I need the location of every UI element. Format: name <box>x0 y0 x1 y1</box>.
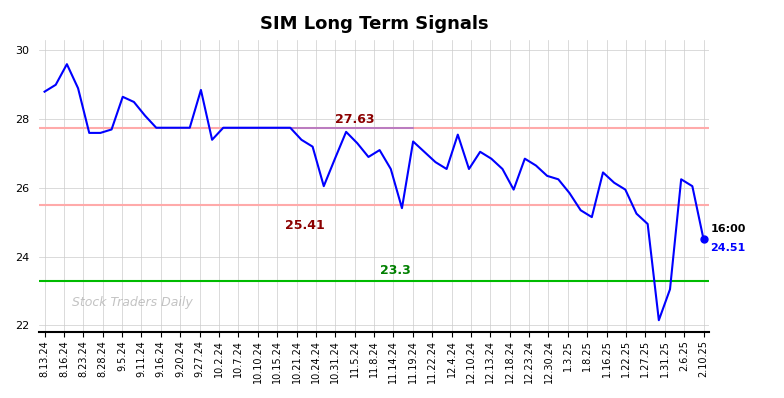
Text: 16:00: 16:00 <box>710 224 746 234</box>
Text: 27.63: 27.63 <box>335 113 375 126</box>
Text: 23.3: 23.3 <box>379 264 410 277</box>
Text: Stock Traders Daily: Stock Traders Daily <box>72 296 193 309</box>
Title: SIM Long Term Signals: SIM Long Term Signals <box>260 15 488 33</box>
Text: 24.51: 24.51 <box>710 243 746 253</box>
Text: 25.41: 25.41 <box>285 219 325 232</box>
